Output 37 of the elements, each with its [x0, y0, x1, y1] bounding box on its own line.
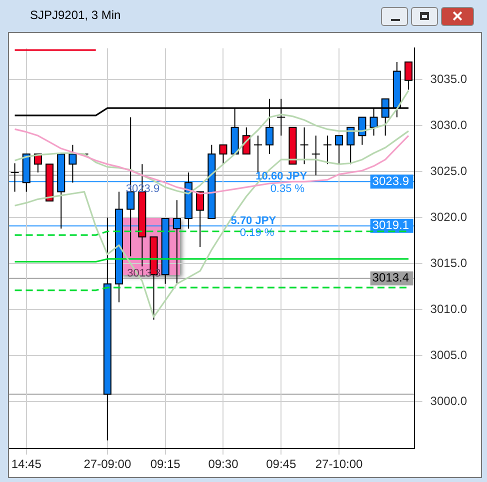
annotation: 0.35 % [270, 182, 305, 195]
ref-line-label: 3013.4 [372, 270, 410, 285]
x-tick-label: 09:15 [150, 457, 181, 472]
candlestick [358, 116, 366, 146]
ref-line-label: 3023.9 [372, 174, 410, 188]
y-tick-label: 3025.0 [430, 164, 468, 178]
candlestick [322, 135, 332, 165]
y-tick-label: 3035.0 [430, 72, 468, 86]
candlestick [311, 135, 320, 176]
x-tick-label: 27-10:00 [315, 457, 364, 472]
y-tick-label: 3030.0 [430, 118, 468, 132]
chart-title: SJPJ9201, 3 Min [30, 8, 121, 22]
candlestick [208, 144, 216, 219]
x-tick-label: 27-09:00 [84, 457, 132, 472]
candlestick [184, 172, 192, 230]
y-tick-label: 3020.0 [430, 210, 468, 224]
candlestick [172, 200, 181, 284]
candlestick [335, 135, 344, 165]
candlestick [10, 162, 20, 192]
x-tick-label: 14:45 [11, 457, 42, 472]
y-tick-label: 3015.0 [430, 256, 468, 270]
annotation: 5.70 JPY [230, 215, 277, 228]
y-tick-label: 3000.0 [430, 394, 468, 408]
y-tick-label: 3010.0 [430, 302, 468, 316]
y-tick-label: 3005.0 [430, 348, 468, 362]
annotation: 10.60 JPY [256, 170, 308, 182]
candlestick [219, 144, 228, 165]
x-tick-label: 09:30 [208, 457, 239, 472]
candlestick [300, 126, 309, 165]
ref-line-label: 3019.1 [372, 218, 410, 232]
candlestick [68, 144, 77, 184]
candlestick [346, 126, 355, 165]
candlestick [253, 135, 262, 173]
candlestick [196, 191, 204, 248]
candlestick [115, 191, 124, 303]
candlestick [57, 154, 66, 230]
x-tick-label: 09:45 [266, 457, 296, 472]
